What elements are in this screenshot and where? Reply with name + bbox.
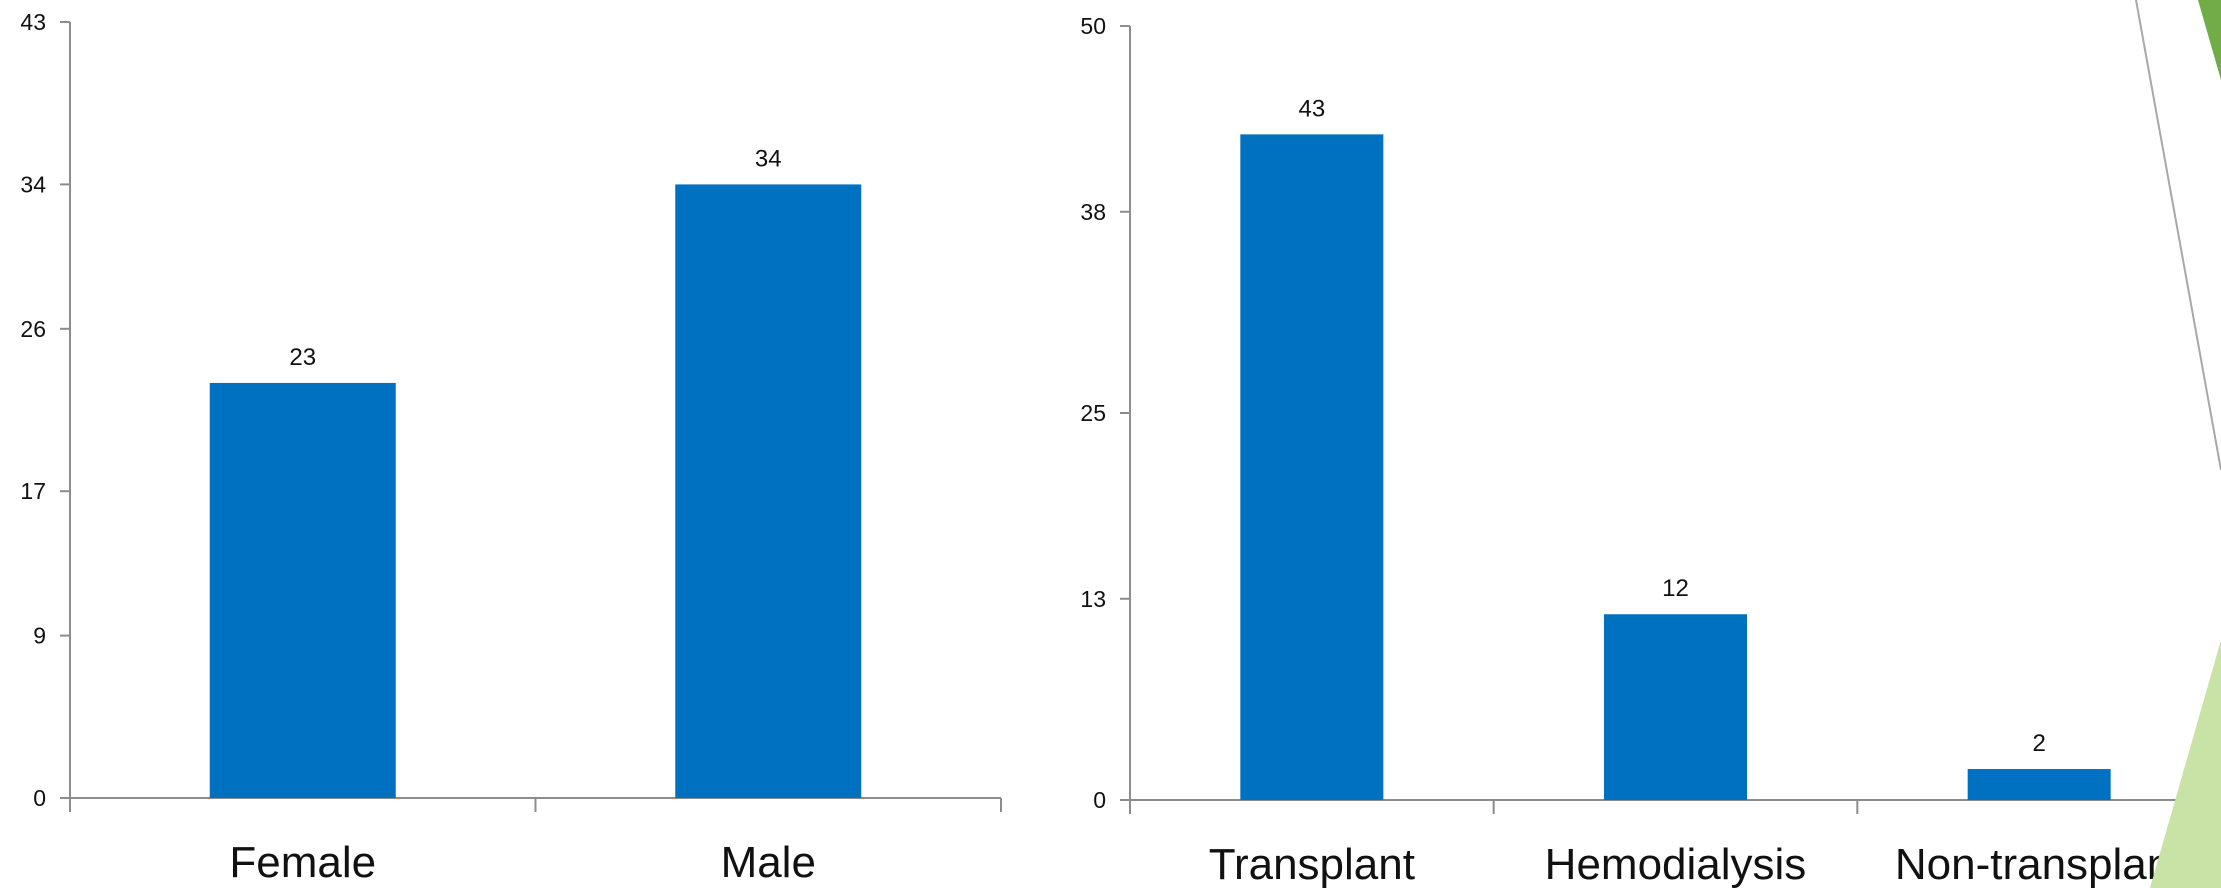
y-tick-label: 17: [20, 478, 46, 504]
bar-male: [675, 184, 862, 799]
y-tick-label: 43: [20, 9, 46, 35]
accent-triangle-light: [2150, 640, 2221, 888]
accent-line: [2135, 0, 2221, 471]
y-tick-label: 34: [20, 171, 46, 197]
category-label: Non-transplant: [1895, 840, 2184, 888]
gender-bar-chart: 0 9 17 26 34 43 23 Female 34 Male: [20, 9, 1002, 887]
y-tick-label: 50: [1080, 13, 1106, 39]
y-tick-label: 0: [1093, 787, 1106, 813]
bar-value-label: 23: [289, 344, 316, 371]
accent-triangle-dark: [2198, 0, 2221, 80]
modality-bar-chart: 0 13 25 38 50 43 Transplant 12 Hemodialysis 2 Non-…: [1080, 13, 2221, 888]
bar-hemodialysis: [1604, 614, 1747, 800]
category-label: Transplant: [1209, 840, 1415, 888]
y-tick-label: 9: [33, 623, 46, 649]
y-tick-label: 38: [1080, 199, 1106, 225]
y-tick-label: 26: [20, 316, 46, 342]
category-label: Male: [721, 838, 816, 887]
category-label: Female: [229, 838, 376, 887]
bar-value-label: 2: [2032, 730, 2045, 757]
bar-female: [209, 382, 396, 798]
bar-value-label: 12: [1662, 575, 1689, 602]
bar-value-label: 34: [755, 145, 782, 172]
bar-value-label: 43: [1298, 95, 1325, 122]
y-tick-label: 25: [1080, 400, 1106, 426]
bar-transplant: [1240, 134, 1384, 801]
corner-decoration: [2135, 0, 2221, 888]
y-tick-label: 13: [1080, 586, 1106, 612]
category-label: Hemodialysis: [1545, 840, 1807, 888]
bar-non-transplant: [1967, 769, 2111, 800]
y-tick-label: 0: [33, 785, 46, 811]
